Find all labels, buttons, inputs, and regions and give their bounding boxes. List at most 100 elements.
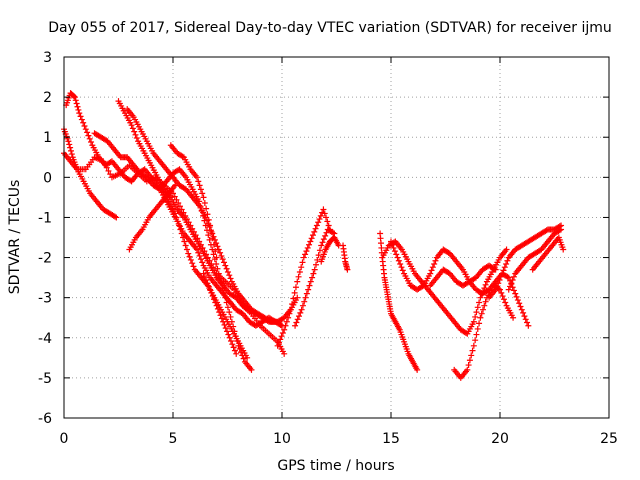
data-point <box>431 260 438 267</box>
data-point <box>320 206 327 213</box>
data-point <box>492 286 499 293</box>
data-point <box>210 296 217 303</box>
data-point <box>283 318 290 325</box>
data-point <box>200 194 207 201</box>
data-point <box>66 141 73 148</box>
data-point <box>512 290 519 297</box>
data-point <box>86 135 93 142</box>
data-point <box>319 209 326 216</box>
data-point <box>76 110 83 117</box>
data-point <box>201 200 208 207</box>
data-point <box>128 122 135 129</box>
data-point <box>172 182 179 189</box>
data-point <box>206 236 213 243</box>
data-point <box>244 354 251 361</box>
data-point <box>222 325 229 332</box>
data-point <box>308 235 315 242</box>
data-point <box>205 232 212 239</box>
data-point <box>171 193 178 200</box>
data-point <box>209 246 216 253</box>
data-point <box>222 262 229 269</box>
data-point <box>306 282 313 289</box>
data-point <box>477 294 484 301</box>
data-point <box>313 261 320 268</box>
data-point <box>197 186 204 193</box>
data-point <box>275 339 282 346</box>
data-point <box>203 205 210 212</box>
data-point <box>240 355 247 362</box>
data-point <box>558 226 565 233</box>
data-point <box>473 331 480 338</box>
data-point <box>279 329 286 336</box>
data-point <box>509 284 516 291</box>
chart-title: Day 055 of 2017, Sidereal Day-to-day VTE… <box>48 20 612 36</box>
data-point <box>390 244 397 251</box>
data-point <box>291 289 298 296</box>
y-tick-label: -3 <box>38 291 52 307</box>
data-point <box>67 147 74 154</box>
data-point <box>307 278 314 285</box>
data-point <box>482 281 489 288</box>
data-point <box>314 256 321 263</box>
data-point <box>197 256 204 263</box>
data-point <box>112 213 119 220</box>
data-point <box>316 247 323 254</box>
data-point <box>322 232 329 239</box>
data-point <box>212 248 219 255</box>
data-point <box>393 251 400 258</box>
data-point <box>195 178 202 185</box>
data-point <box>394 254 401 261</box>
data-point <box>513 293 520 300</box>
data-point <box>508 280 515 287</box>
data-point <box>71 93 78 100</box>
data-point <box>299 259 306 266</box>
data-point <box>509 277 516 284</box>
data-point <box>193 246 200 253</box>
data-point <box>131 128 138 135</box>
data-point <box>429 264 436 271</box>
data-point <box>127 177 134 184</box>
data-point <box>218 315 225 322</box>
data-point <box>175 167 182 174</box>
series-arc10 <box>200 270 240 357</box>
data-point <box>178 230 185 237</box>
data-point <box>223 299 230 306</box>
series-arc15 <box>377 230 421 373</box>
data-point <box>500 296 507 303</box>
data-point <box>473 309 480 316</box>
x-tick-label: 25 <box>600 431 618 447</box>
data-point <box>199 259 206 266</box>
data-point <box>68 151 75 158</box>
series-arc22 <box>529 234 567 273</box>
data-point <box>107 171 114 178</box>
y-tick-label: 2 <box>43 90 52 106</box>
series-arc7 <box>126 182 179 253</box>
y-tick-label: -2 <box>38 251 52 267</box>
data-point <box>517 303 524 310</box>
data-point <box>500 267 507 274</box>
data-point <box>287 306 294 313</box>
data-point <box>312 225 319 232</box>
data-point <box>310 270 317 277</box>
data-point <box>155 185 162 192</box>
series-arc12 <box>292 226 338 329</box>
data-point <box>233 350 240 357</box>
data-point <box>330 229 337 236</box>
data-point <box>316 216 323 223</box>
data-point <box>217 312 224 319</box>
data-point <box>226 272 233 279</box>
y-tick-label: -1 <box>38 210 52 226</box>
data-point <box>202 214 209 221</box>
data-point <box>218 252 225 259</box>
data-point <box>227 275 234 282</box>
data-point <box>309 232 316 239</box>
data-point <box>524 319 531 326</box>
data-point <box>199 190 206 197</box>
y-tick-labels: 3 2 1 0 -1 -2 -3 -4 -5 -6 <box>38 50 52 427</box>
data-point <box>286 310 293 317</box>
data-point <box>281 326 288 333</box>
data-point <box>187 256 194 263</box>
data-point <box>180 234 187 241</box>
data-point <box>179 153 186 160</box>
